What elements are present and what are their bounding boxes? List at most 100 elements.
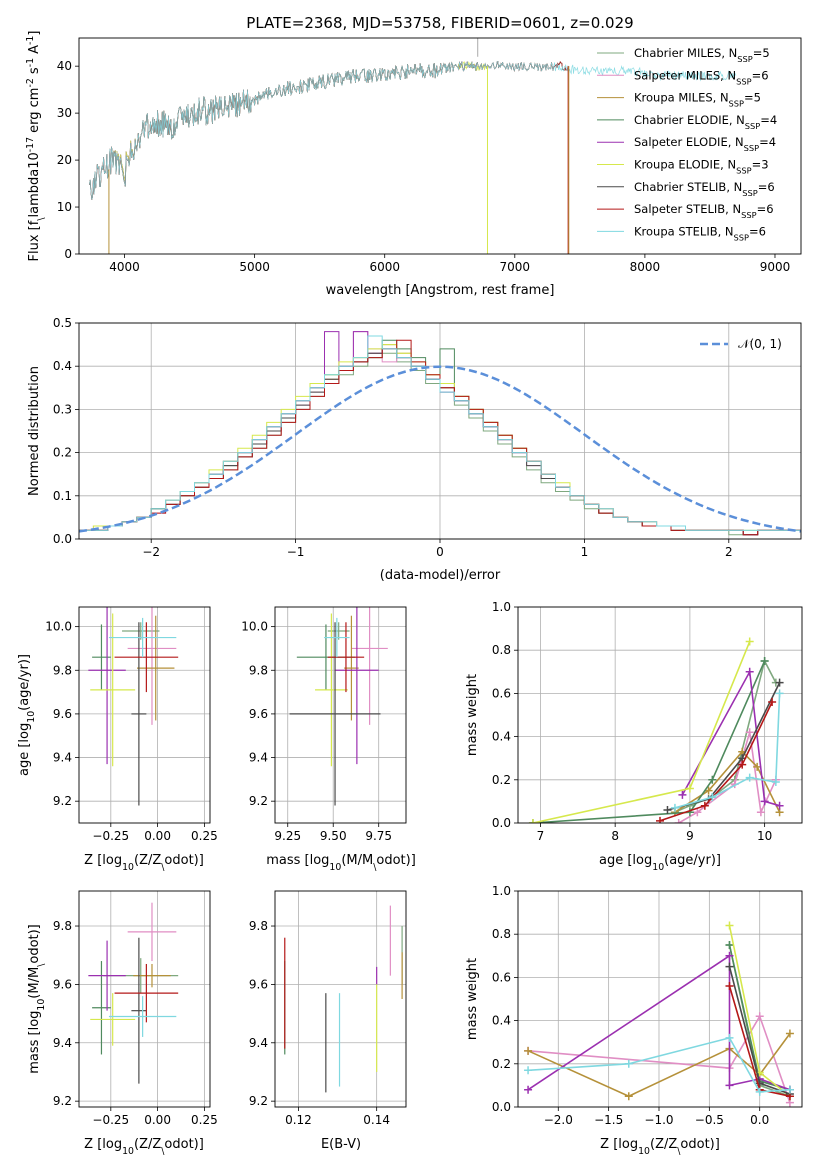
panel5-point-marker xyxy=(708,793,717,802)
panel3-ytick-label: 9.4 xyxy=(53,751,72,765)
panel5-series-group xyxy=(528,637,784,823)
panel6-axes xyxy=(75,891,210,1111)
panel5-point-marker xyxy=(775,801,784,810)
panel5-xtick-label: 8 xyxy=(611,829,619,843)
panel5-point-marker xyxy=(656,816,664,823)
panel6-series-group xyxy=(88,902,179,1084)
panel8-xtick-label: −1.5 xyxy=(594,1113,623,1127)
figure-title: PLATE=2368, MJD=53758, FIBERID=0601, z=0… xyxy=(246,14,633,32)
panel7-series-group xyxy=(284,905,403,1093)
panel3-xtick-label: 0.25 xyxy=(191,829,218,843)
panel5-point-marker xyxy=(756,808,765,817)
panel3-frame xyxy=(78,606,211,824)
panel8-point-marker xyxy=(524,1066,533,1075)
panel5-xtick-label: 10 xyxy=(757,829,772,843)
panel5-point-marker xyxy=(775,689,784,698)
panel6-ytick-label: 9.2 xyxy=(53,1094,72,1108)
legend-label: Kroupa MILES, NSSP=5 xyxy=(634,91,761,109)
panel1-xtick-label: 7000 xyxy=(500,260,531,274)
panel3-xtick-label: 0.00 xyxy=(144,829,171,843)
panel1-xtick-label: 4000 xyxy=(109,260,140,274)
panel4-ytick-label: 9.2 xyxy=(249,794,268,808)
panel8-xlabel: Z [log10(Z/Z\odot)] xyxy=(600,1137,720,1157)
panel2-xtick-label: −2 xyxy=(142,545,160,559)
panel6-ytick-label: 9.4 xyxy=(53,1036,72,1050)
panel5-point-marker xyxy=(670,803,679,812)
panel6-xtick-label: 0.25 xyxy=(191,1113,218,1127)
panel7-ytick-label: 9.4 xyxy=(249,1036,268,1050)
panel5-series-line xyxy=(681,669,780,807)
panel1-xtick-label: 9000 xyxy=(760,260,791,274)
panel2-ytick-label: 0.0 xyxy=(53,532,72,546)
legend-label: 𝒩(0, 1) xyxy=(738,337,782,351)
panel5-xlabel: age [log10(age/yr)] xyxy=(599,853,721,873)
panel1-xtick-label: 5000 xyxy=(239,260,270,274)
panel5-point-marker xyxy=(768,698,777,707)
panel6-xtick-label: 0.00 xyxy=(144,1113,171,1127)
panel5-point-marker xyxy=(663,806,672,815)
panel2-xtick-label: −1 xyxy=(287,545,305,559)
panel5-series-line xyxy=(659,701,773,822)
panel5-point-marker xyxy=(678,790,687,799)
panel2-xtick-label: 1 xyxy=(581,545,589,559)
panel6-ytick-label: 9.6 xyxy=(53,977,72,991)
panel8-point-marker xyxy=(524,1085,533,1094)
panel4-xtick-label: 9.50 xyxy=(320,829,347,843)
panel7-xtick-label: 0.12 xyxy=(285,1113,312,1127)
panel3-ytick-label: 9.2 xyxy=(53,794,72,808)
panel3-ytick-label: 9.8 xyxy=(53,663,72,677)
gaussian-curve-line xyxy=(79,365,801,533)
panel8-point-marker xyxy=(755,1012,764,1021)
spectrum-series-line xyxy=(89,60,737,200)
panel8-xtick-label: −0.5 xyxy=(695,1113,724,1127)
panel8-ytick-label: 0.2 xyxy=(492,1057,511,1071)
panel4-xtick-label: 9.25 xyxy=(274,829,301,843)
panel2-ytick-label: 0.1 xyxy=(53,489,72,503)
panel8-point-marker xyxy=(725,921,734,930)
panel1-xtick-label: 8000 xyxy=(630,260,661,274)
legend-label: Salpeter STELIB, NSSP=6 xyxy=(634,202,774,220)
panel4-axes xyxy=(271,607,406,827)
panel8-xtick-label: 0.0 xyxy=(750,1113,769,1127)
panel5-point-marker xyxy=(775,678,784,687)
panel5-point-marker xyxy=(708,775,717,784)
legend-label: Chabrier ELODIE, NSSP=4 xyxy=(634,113,777,131)
legend-label: Salpeter ELODIE, NSSP=4 xyxy=(634,135,776,153)
panel2-series-group xyxy=(79,331,801,536)
panel3-ylabel: age [log10(age/yr)] xyxy=(17,654,37,776)
panel7-frame xyxy=(274,890,407,1108)
panel2-xtick-label: 2 xyxy=(725,545,733,559)
panel7-xtick-label: 0.14 xyxy=(363,1113,390,1127)
panel8-frame xyxy=(517,890,803,1108)
panel5-ytick-label: 0.6 xyxy=(492,686,511,700)
panel3-xlabel: Z [log10(Z/Z\odot)] xyxy=(84,853,204,873)
panel5-point-marker xyxy=(700,801,709,810)
legend-label: Chabrier STELIB, NSSP=6 xyxy=(634,180,775,198)
panel5-point-marker xyxy=(745,637,754,646)
panel5-ytick-label: 1.0 xyxy=(492,600,511,614)
panel6-ytick-label: 9.8 xyxy=(53,919,72,933)
panel8-point-marker xyxy=(725,962,734,971)
panel5-xtick-label: 9 xyxy=(686,829,694,843)
panel2-ytick-label: 0.5 xyxy=(53,316,72,330)
panel1-xlabel: wavelength [Angstrom, rest frame] xyxy=(326,283,555,298)
panel5-series-line xyxy=(532,660,766,823)
panel8-ytick-label: 1.0 xyxy=(492,884,511,898)
panel1-series-group xyxy=(89,38,737,254)
panel5-point-marker xyxy=(704,786,713,795)
panel8-ytick-label: 0.0 xyxy=(492,1100,511,1114)
panel8-point-marker xyxy=(624,1092,633,1101)
panel4-ytick-label: 9.4 xyxy=(249,751,268,765)
panel5-xtick-label: 7 xyxy=(537,829,545,843)
panel5-point-marker xyxy=(693,808,702,817)
panel5-point-marker xyxy=(674,819,683,823)
panel8-ytick-label: 0.6 xyxy=(492,970,511,984)
histogram-step-line xyxy=(79,335,801,531)
panel7-axes xyxy=(271,891,406,1111)
panel5-frame xyxy=(517,606,803,824)
panel1-axes xyxy=(75,65,776,258)
panel4-xlabel: mass [log10(M/M\odot)] xyxy=(266,853,416,873)
panel4-xtick-label: 9.75 xyxy=(365,829,392,843)
panel8-point-marker xyxy=(624,1059,633,1068)
panel7-xlabel: E(B-V) xyxy=(321,1137,361,1152)
